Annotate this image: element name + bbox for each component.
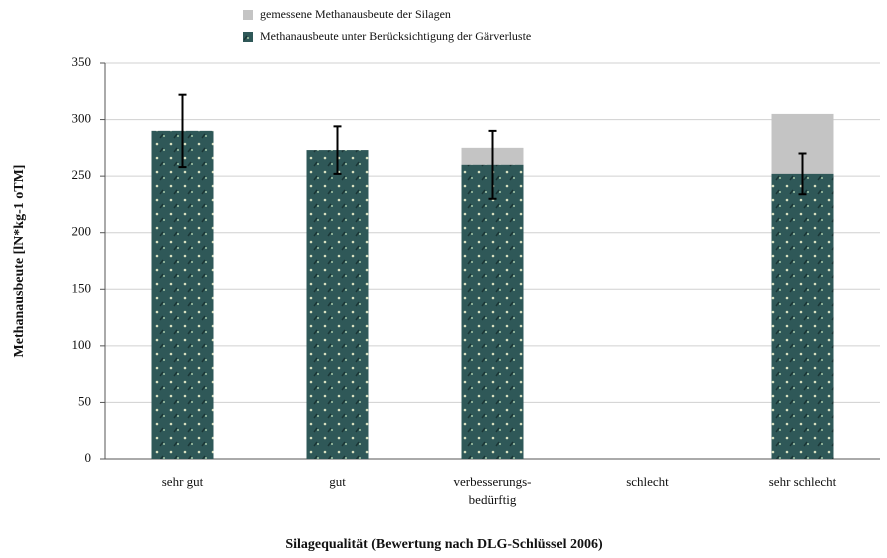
y-tick-label: 50 (78, 393, 91, 408)
x-tick-label: gut (329, 474, 346, 489)
x-tick-label: schlecht (626, 474, 669, 489)
bar (462, 165, 524, 459)
chart: Silagequalität (Bewertung nach DLG-Schlü… (0, 0, 887, 558)
y-tick-label: 0 (85, 450, 92, 465)
x-tick-label: verbesserungs-bedürftig (454, 474, 532, 507)
y-tick-label: 150 (72, 280, 92, 295)
legend-swatch (243, 32, 253, 42)
y-axis-title: Methanausbeute [lN*kg-1 oTM] (12, 165, 27, 358)
y-tick-label: 100 (72, 337, 92, 352)
bar (307, 150, 369, 459)
legend-swatch (243, 10, 253, 20)
y-tick-label: 300 (72, 111, 92, 126)
legend-label: gemessene Methanausbeute der Silagen (260, 7, 451, 21)
legend-label: Methanausbeute unter Berücksichtigung de… (260, 29, 531, 43)
y-tick-label: 200 (72, 224, 92, 239)
bar (772, 174, 834, 459)
y-tick-label: 350 (72, 54, 92, 69)
x-tick-label: sehr schlecht (769, 474, 837, 489)
x-tick-label: sehr gut (162, 474, 204, 489)
bar (152, 131, 214, 459)
y-tick-label: 250 (72, 167, 92, 182)
x-axis-title: Silagequalität (Bewertung nach DLG-Schlü… (285, 537, 603, 552)
